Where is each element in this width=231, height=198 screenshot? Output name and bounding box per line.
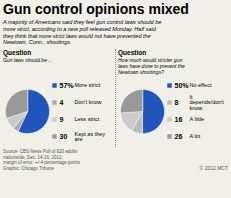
html-text:Gun control opinions mixed: Gun control opinions mixed (3, 1, 189, 17)
svg-text:4: 4 (60, 99, 64, 106)
html-text:Question: Question (3, 49, 32, 57)
html-text:© 2012 MCT: © 2012 MCT (199, 165, 228, 172)
svg-text:57%: 57% (60, 82, 75, 89)
svg-text:Less strict: Less strict (75, 116, 100, 122)
svg-text:No effect: No effect (190, 82, 212, 88)
svg-text:A lot: A lot (190, 133, 201, 139)
svg-text:8: 8 (175, 99, 179, 106)
svg-text:A little: A little (190, 116, 205, 122)
html-text:A majority of Americans said t: A majority of Americans said they feel g… (3, 19, 162, 46)
html-text:Question: Question (118, 49, 147, 57)
svg-text:9: 9 (60, 116, 64, 123)
html-text:Gun laws should be ...: Gun laws should be ... (3, 57, 53, 64)
svg-text:More strict: More strict (75, 82, 101, 88)
svg-text:Don't know: Don't know (75, 99, 102, 105)
svg-text:Itdepends/don'tknow: Itdepends/don'tknow (190, 94, 225, 111)
html-text:How much would stricter gun la: How much would stricter gun laws have do… (118, 57, 185, 76)
svg-text:16: 16 (175, 116, 183, 123)
svg-text:50%: 50% (175, 82, 190, 89)
svg-text:Kept as theyare: Kept as theyare (75, 131, 106, 143)
svg-text:30: 30 (60, 133, 68, 140)
svg-text:26: 26 (175, 133, 183, 140)
html-text:Source: CBS News Poll of 620 a: Source: CBS News Poll of 620 adults nati… (3, 149, 80, 171)
